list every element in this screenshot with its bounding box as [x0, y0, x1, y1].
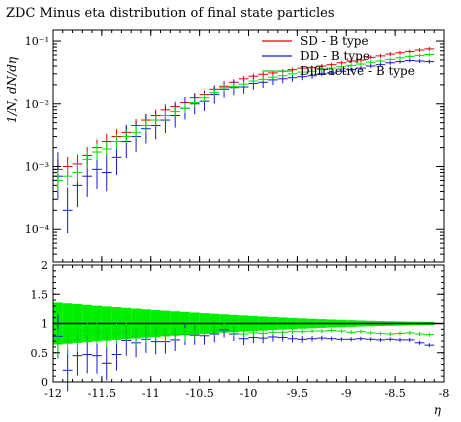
x-tick-label: -8 [439, 387, 450, 400]
y-tick-label: 10⁻² [25, 98, 49, 111]
ratio-tick-label: 0 [41, 376, 48, 389]
legend-label: Diffractive - B type [300, 64, 415, 78]
x-tick-label: -8.5 [385, 387, 406, 400]
x-tick-label: -10.5 [186, 387, 214, 400]
x-tick-label: -10 [240, 387, 258, 400]
y-tick-label: 10⁻¹ [25, 35, 49, 48]
y-axis-label: 1/N, dN/dη [5, 56, 19, 123]
y-tick-label: 10⁻³ [25, 160, 49, 173]
legend-label: SD - B type [300, 34, 369, 48]
ratio-tick-label: 0.5 [31, 347, 49, 360]
data-points [53, 46, 435, 392]
legend-label: DD - B type [300, 49, 370, 63]
x-axis-label: η [434, 403, 442, 417]
x-tick-label: -12 [44, 387, 62, 400]
x-tick-label: -11.5 [88, 387, 116, 400]
chart-title: ZDC Minus eta distribution of final stat… [6, 6, 335, 21]
ratio-tick-label: 1.5 [31, 288, 49, 301]
x-tick-label: -9.5 [287, 387, 308, 400]
ratio-tick-label: 2 [41, 259, 48, 272]
x-tick-label: -9 [341, 387, 352, 400]
ratio-tick-label: 1 [41, 318, 48, 331]
axis-ticks: -12 -11.5 -11 -10.5 -10 -9.5 -9 -8.5 -8 10⁻⁴ 10⁻³ 1… [25, 30, 450, 400]
y-tick-label: 10⁻⁴ [25, 223, 50, 236]
x-tick-label: -11 [142, 387, 160, 400]
